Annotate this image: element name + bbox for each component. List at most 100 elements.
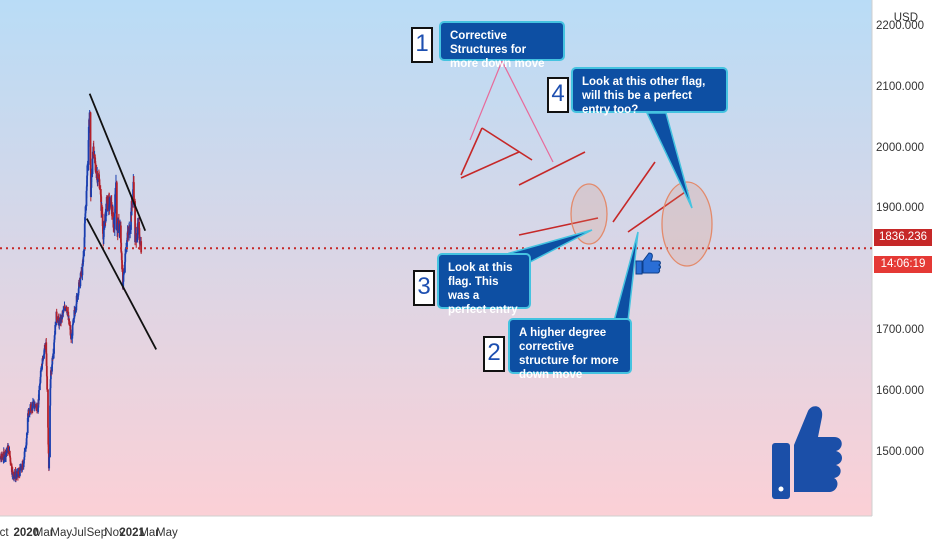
candle-body	[58, 320, 61, 326]
candle-body	[44, 344, 46, 346]
candle-body	[53, 339, 56, 343]
candle-body	[123, 272, 125, 274]
candle-body	[33, 406, 36, 408]
y-tick-label: 2000.000	[876, 141, 924, 154]
y-tick-label: 1700.000	[876, 324, 924, 337]
price-axis-panel	[872, 0, 932, 550]
candle-body	[54, 334, 56, 336]
pattern-line	[460, 151, 520, 179]
candle-body	[74, 310, 77, 312]
highlight-ellipse	[570, 183, 608, 245]
candle-body	[49, 388, 52, 406]
candle-body	[27, 410, 30, 415]
x-tick-label: May	[50, 527, 73, 539]
candle-body	[117, 221, 119, 233]
candle-body	[75, 295, 78, 305]
candle-body	[86, 165, 89, 176]
candle-body	[15, 473, 18, 477]
candle-body	[32, 402, 34, 409]
candle-body	[71, 325, 74, 336]
annotation-number-3: 3	[413, 270, 435, 306]
candle-body	[55, 323, 57, 326]
candle-body	[103, 220, 106, 228]
candle-body	[45, 342, 48, 354]
x-tick-label: Jul	[71, 527, 87, 539]
candle-body	[115, 182, 118, 231]
candle-body	[86, 164, 89, 166]
x-tick-label: Mar	[139, 527, 160, 539]
candle-body	[19, 467, 21, 476]
candle-body	[38, 383, 41, 391]
candle-body	[87, 140, 90, 165]
candle-body	[53, 342, 55, 354]
candle-body	[96, 174, 99, 183]
candle-body	[129, 229, 132, 233]
x-tick-label: Sep	[86, 527, 108, 539]
candle-body	[45, 365, 48, 377]
candle-body	[92, 146, 95, 156]
x-tick-label: Nov	[104, 527, 125, 539]
candle-body	[109, 198, 111, 205]
candle-body	[39, 376, 42, 383]
candle-body	[72, 318, 75, 321]
candle-body	[119, 225, 122, 243]
candle-body	[76, 294, 79, 300]
candle-body	[71, 335, 74, 339]
chart-background	[0, 0, 872, 516]
candle-body	[17, 471, 20, 475]
candle-body	[9, 457, 12, 462]
candle-body	[8, 450, 11, 456]
candle-body	[138, 228, 141, 241]
pattern-line	[481, 127, 533, 161]
candle-body	[124, 261, 126, 273]
candle-body	[98, 188, 101, 190]
candle-body	[118, 225, 121, 231]
candle-body	[25, 433, 28, 439]
candle-body	[122, 274, 125, 282]
candle-body	[49, 405, 51, 458]
candle-body	[30, 405, 32, 410]
candle-body	[79, 277, 82, 287]
candle-body	[38, 390, 40, 401]
x-tick-label: Mar	[33, 527, 54, 539]
candle-body	[62, 310, 65, 313]
x-tick-label: 2021	[119, 527, 145, 539]
callout-1: Corrective Structures for more down move	[439, 21, 565, 70]
y-tick-label: 1600.000	[876, 385, 924, 398]
candle-body	[82, 257, 85, 263]
candle-body	[124, 253, 127, 262]
channel-trendline	[85, 218, 157, 350]
callout-2: A higher degree corrective structure for…	[508, 318, 632, 381]
candle-body	[51, 357, 54, 365]
candle-body	[104, 208, 107, 222]
candle-body	[89, 112, 92, 171]
candle-body	[23, 448, 26, 452]
candle-body	[45, 353, 48, 366]
candle-body	[23, 451, 26, 458]
candle-body	[77, 288, 80, 294]
small-thumbs-up-icon	[635, 252, 661, 275]
candle-body	[46, 376, 49, 390]
candle-body	[113, 213, 116, 230]
pattern-line	[627, 189, 689, 233]
candle-body	[64, 308, 67, 311]
candle-body	[131, 203, 134, 205]
candle-body	[25, 438, 28, 445]
highlight-ellipse	[661, 181, 713, 267]
y-tick-label: 1500.000	[876, 446, 924, 458]
candle-body	[108, 204, 111, 207]
candle-body	[86, 175, 88, 187]
candle-body	[81, 263, 84, 276]
x-tick-label: May	[156, 527, 178, 539]
callout-4: Look at this other flag, will this be a …	[571, 67, 728, 116]
candle-body	[23, 459, 25, 464]
candle-body	[101, 213, 104, 227]
pattern-line	[612, 161, 656, 223]
pattern-line	[460, 127, 483, 176]
annotation-number-4: 4	[547, 77, 569, 113]
current-price-tag: 1836.236	[874, 229, 932, 246]
candle-body	[121, 260, 123, 270]
callout-4-pointer	[645, 112, 693, 209]
candle-body	[70, 338, 73, 340]
candle-body	[55, 311, 58, 320]
